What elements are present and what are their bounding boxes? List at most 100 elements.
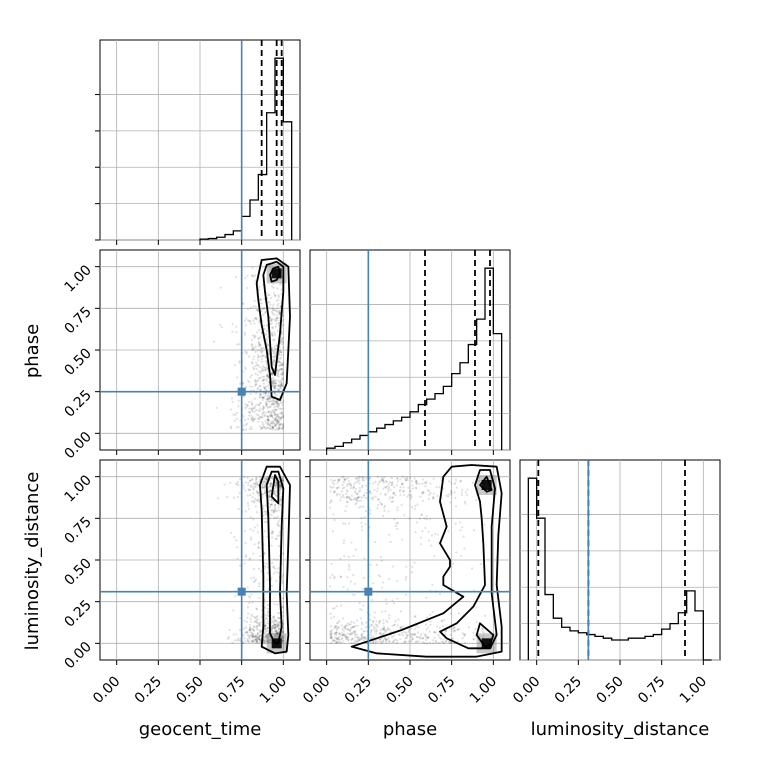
sample-point [376,490,379,493]
sample-point [272,384,275,388]
sample-point [350,620,353,623]
sample-point [350,626,354,629]
sample-point [233,419,236,422]
sample-point [400,483,403,486]
sample-point [279,407,282,410]
sample-point [270,626,273,629]
sample-point [268,639,271,643]
sample-point [477,480,480,483]
sample-point [453,630,457,633]
sample-point [266,414,269,418]
sample-point [425,514,428,517]
sample-point [253,322,256,325]
sample-point [268,491,271,494]
sample-point [244,385,248,389]
sample-point [258,365,261,369]
sample-point [249,488,252,492]
sample-point [277,624,280,627]
sample-point [270,403,273,406]
sample-point [244,403,247,406]
sample-point [264,616,268,620]
sample-point [238,343,241,346]
sample-point [405,636,408,640]
sample-point [267,638,270,641]
sample-point [260,310,263,313]
sample-point [478,479,481,483]
sample-point [391,496,394,500]
sample-point [248,623,251,627]
sample-point [360,521,363,524]
sample-point [273,359,276,363]
sample-point [278,385,281,388]
sample-point [274,619,278,622]
sample-point [264,368,267,372]
sample-point [381,632,385,635]
sample-point [362,505,365,508]
sample-point [229,531,233,534]
sample-point [355,633,359,636]
sample-point [252,492,255,495]
sample-point [370,623,374,627]
sample-point [281,638,284,641]
sample-point [270,544,273,547]
sample-point [278,360,281,363]
sample-point [428,630,431,633]
sample-point [360,621,364,624]
sample-point [255,640,259,643]
sample-point [254,638,258,641]
sample-point [270,333,273,336]
sample-point [355,498,358,502]
sample-point [278,485,282,488]
sample-point [278,412,282,415]
sample-point [379,555,382,558]
sample-point [266,399,269,403]
sample-point [257,409,260,412]
sample-point [249,306,252,309]
sample-point [271,333,274,337]
sample-point [341,637,344,640]
sample-point [265,640,268,643]
sample-point [271,326,274,329]
sample-point [338,632,341,635]
sample-point [410,495,413,498]
sample-point [410,505,414,509]
sample-point [274,413,277,416]
sample-point [282,597,285,600]
sample-point [370,630,373,633]
sample-point [349,580,353,583]
sample-point [265,339,269,342]
sample-point [349,633,352,636]
sample-point [438,592,442,596]
sample-point [246,633,250,637]
sample-point [244,324,248,327]
sample-point [265,338,268,341]
sample-point [387,490,390,493]
sample-point [273,382,276,385]
sample-point [274,325,277,328]
sample-point [256,624,259,627]
sample-point [345,492,348,496]
sample-point [257,420,260,423]
sample-point [276,415,280,419]
sample-point [269,489,272,492]
sample-point [256,615,259,618]
sample-point [379,575,382,578]
sample-point [252,576,256,579]
sample-point [272,624,275,628]
sample-point [272,411,276,414]
sample-point [264,391,267,395]
sample-point [335,637,339,640]
sample-point [277,294,280,297]
sample-point [262,346,265,350]
sample-point [454,481,457,484]
sample-point [255,309,259,312]
sample-point [242,487,245,490]
sample-point [245,626,248,629]
sample-point [281,362,284,366]
sample-point [254,620,257,623]
sample-point [262,382,265,385]
sample-point [232,496,236,499]
sample-point [244,423,247,426]
sample-point [261,408,264,411]
sample-point [268,405,271,408]
